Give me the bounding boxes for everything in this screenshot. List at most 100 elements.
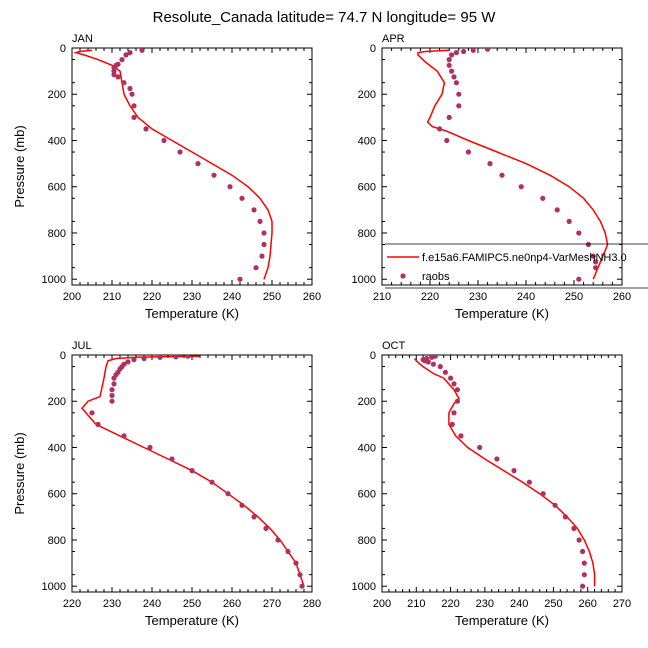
obs-point bbox=[442, 369, 448, 375]
obs-point bbox=[161, 137, 167, 144]
y-tick-label: 200 bbox=[358, 89, 376, 101]
obs-point bbox=[580, 548, 586, 555]
x-tick-label: 200 bbox=[373, 598, 391, 610]
y-tick-label: 200 bbox=[358, 396, 376, 408]
obs-point bbox=[511, 468, 517, 474]
obs-point bbox=[147, 444, 153, 451]
obs-point bbox=[261, 241, 267, 248]
obs-point bbox=[580, 583, 586, 589]
y-axis-label: Pressure (mb) bbox=[12, 125, 27, 207]
plot-data bbox=[417, 48, 609, 282]
obs-point bbox=[121, 433, 127, 439]
obs-point bbox=[465, 149, 471, 155]
figure-title: Resolute_Canada latitude= 74.7 N longitu… bbox=[153, 9, 497, 26]
obs-point bbox=[123, 52, 129, 58]
panel-apr: 210 220 230 240 250 260 0 200 400 600 800 1000 APR Te… bbox=[352, 33, 632, 321]
y-tick-label: 600 bbox=[358, 182, 376, 194]
x-tick-label: 210 bbox=[373, 291, 391, 303]
x-axis-label: Temperature (K) bbox=[145, 306, 239, 321]
obs-point bbox=[115, 74, 121, 80]
obs-point bbox=[141, 355, 147, 362]
legend-obs-label: raobs bbox=[422, 271, 450, 283]
obs-point bbox=[173, 355, 179, 360]
obs-point bbox=[485, 48, 491, 52]
obs-point bbox=[593, 265, 599, 271]
obs-point bbox=[576, 537, 582, 543]
plot-data bbox=[73, 48, 273, 282]
obs-point bbox=[299, 583, 305, 589]
x-tick-label: 230 bbox=[469, 291, 487, 303]
y-tick-label: 1000 bbox=[352, 581, 376, 593]
x-tick-label: 250 bbox=[565, 291, 583, 303]
obs-point bbox=[209, 479, 215, 485]
panel-title: APR bbox=[382, 33, 405, 45]
obs-point bbox=[449, 52, 455, 58]
plot-frame bbox=[71, 47, 313, 286]
plot-data bbox=[81, 355, 305, 589]
obs-point bbox=[129, 91, 135, 97]
x-tick-label: 220 bbox=[441, 598, 459, 610]
plot-frame bbox=[71, 354, 313, 593]
obs-point bbox=[297, 572, 303, 578]
y-tick-label: 800 bbox=[48, 228, 66, 240]
obs-point bbox=[109, 398, 115, 404]
obs-point bbox=[131, 357, 137, 363]
x-tick-label: 200 bbox=[63, 291, 81, 303]
x-tick-label: 260 bbox=[303, 291, 321, 303]
obs-point bbox=[239, 195, 245, 201]
obs-point bbox=[111, 375, 117, 381]
y-tick-label: 200 bbox=[48, 396, 66, 408]
obs-point bbox=[540, 195, 546, 201]
obs-point bbox=[429, 355, 435, 360]
x-tick-label: 250 bbox=[544, 598, 562, 610]
x-axis-label: Temperature (K) bbox=[455, 306, 549, 321]
obs-point bbox=[456, 91, 462, 97]
y-tick-label: 1000 bbox=[352, 274, 376, 286]
legend-model-label: f.e15a6.FAMIPC5.ne0np4-VarMeshNH3.0 bbox=[422, 252, 627, 264]
y-tick-label: 400 bbox=[48, 442, 66, 454]
obs-point bbox=[477, 444, 483, 451]
y-tick-label: 1000 bbox=[42, 274, 66, 286]
obs-point bbox=[261, 230, 267, 236]
obs-point bbox=[157, 355, 163, 360]
obs-point bbox=[454, 387, 460, 393]
legend: f.e15a6.FAMIPC5.ne0np4-VarMeshNH3.0 raobs bbox=[385, 243, 648, 289]
obs-point bbox=[540, 491, 546, 497]
obs-point bbox=[225, 491, 231, 497]
obs-point bbox=[449, 68, 455, 74]
obs-point bbox=[285, 548, 291, 555]
obs-point bbox=[437, 364, 443, 370]
obs-point bbox=[111, 72, 117, 78]
obs-point bbox=[127, 50, 133, 56]
obs-point bbox=[456, 103, 462, 109]
obs-point bbox=[566, 218, 572, 224]
obs-point bbox=[446, 62, 452, 68]
x-tick-label: 250 bbox=[263, 291, 281, 303]
x-tick-label: 240 bbox=[143, 598, 161, 610]
y-tick-label: 0 bbox=[60, 43, 66, 55]
obs-point bbox=[444, 137, 450, 144]
obs-point bbox=[571, 525, 577, 532]
obs-point bbox=[453, 80, 459, 86]
x-axis-label: Temperature (K) bbox=[455, 613, 549, 628]
obs-point bbox=[127, 85, 133, 92]
x-tick-label: 230 bbox=[183, 291, 201, 303]
obs-point bbox=[131, 103, 137, 109]
y-tick-label: 200 bbox=[48, 89, 66, 101]
x-tick-label: 240 bbox=[223, 291, 241, 303]
obs-point bbox=[576, 230, 582, 236]
obs-point bbox=[143, 126, 149, 132]
obs-point bbox=[446, 57, 452, 63]
obs-point bbox=[121, 80, 127, 86]
plot-frame bbox=[381, 354, 623, 593]
obs-point bbox=[109, 387, 115, 393]
x-tick-label: 240 bbox=[510, 598, 528, 610]
x-tick-label: 210 bbox=[103, 291, 121, 303]
obs-point bbox=[437, 126, 443, 132]
y-tick-label: 400 bbox=[358, 135, 376, 147]
model-line bbox=[413, 358, 596, 587]
obs-point bbox=[109, 392, 115, 399]
obs-point bbox=[451, 74, 457, 80]
x-tick-label: 280 bbox=[303, 598, 321, 610]
obs-point bbox=[119, 57, 125, 63]
